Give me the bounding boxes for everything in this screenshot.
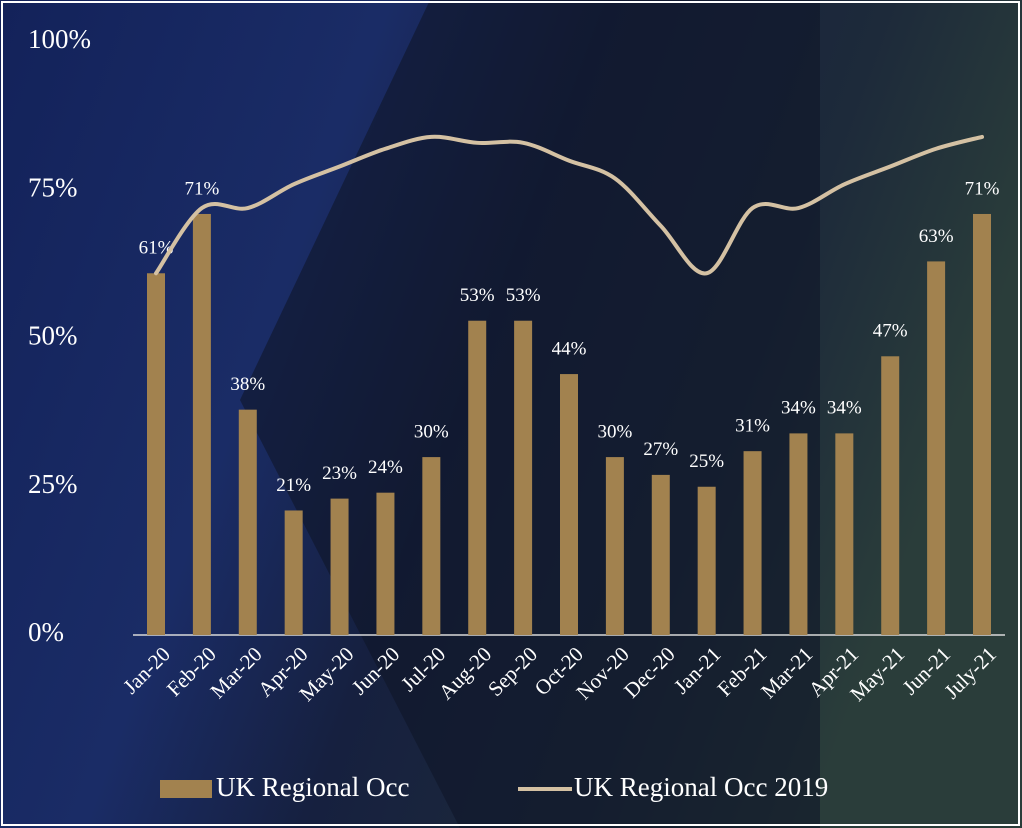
y-tick-label: 25% <box>28 469 78 499</box>
bar <box>147 273 165 635</box>
bar <box>973 214 991 635</box>
bar <box>285 510 303 635</box>
bar <box>698 487 716 635</box>
data-label: 24% <box>368 457 403 478</box>
bar <box>560 374 578 635</box>
bar <box>193 214 211 635</box>
data-label: 30% <box>597 421 632 442</box>
data-label: 71% <box>184 178 219 199</box>
y-tick-label: 0% <box>28 617 64 647</box>
data-label: 21% <box>276 475 311 496</box>
data-label: 44% <box>552 338 587 359</box>
bar <box>744 451 762 635</box>
bar <box>514 321 532 635</box>
bar <box>881 356 899 635</box>
bar <box>468 321 486 635</box>
data-label: 71% <box>965 178 1000 199</box>
bar <box>422 457 440 635</box>
data-label: 63% <box>919 226 954 247</box>
y-tick-label: 50% <box>28 321 78 351</box>
y-tick-label: 100% <box>28 24 91 54</box>
bar <box>606 457 624 635</box>
data-label: 30% <box>414 421 449 442</box>
data-label: 25% <box>689 451 724 472</box>
bar <box>789 433 807 635</box>
chart: 0%25%50%75%100%Jan-20Feb-20Mar-20Apr-20M… <box>0 0 1022 828</box>
legend-label: UK Regional Occ 2019 <box>574 772 828 802</box>
data-label: 53% <box>460 285 495 306</box>
bar <box>927 261 945 635</box>
y-tick-label: 75% <box>28 172 78 202</box>
bar <box>331 499 349 635</box>
legend-swatch <box>160 780 212 798</box>
data-label: 38% <box>230 374 265 395</box>
legend-label: UK Regional Occ <box>216 772 409 802</box>
data-label: 34% <box>827 398 862 419</box>
bar <box>239 410 257 635</box>
page: 0%25%50%75%100%Jan-20Feb-20Mar-20Apr-20M… <box>0 0 1022 828</box>
bar <box>376 493 394 635</box>
data-label: 53% <box>506 285 541 306</box>
data-label: 27% <box>643 439 678 460</box>
data-label: 23% <box>322 463 357 484</box>
data-label: 47% <box>873 321 908 342</box>
data-label: 34% <box>781 398 816 419</box>
bar <box>835 433 853 635</box>
bar <box>652 475 670 635</box>
data-label: 31% <box>735 416 770 437</box>
